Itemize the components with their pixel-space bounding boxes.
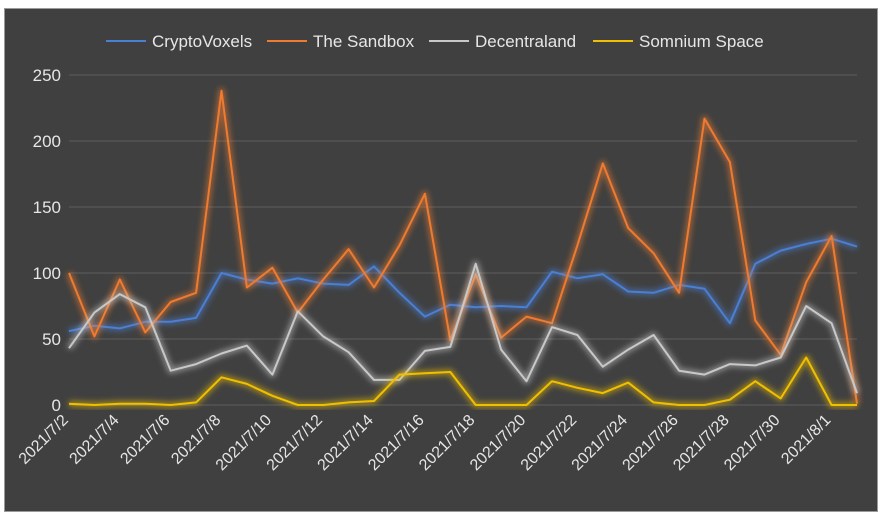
y-axis: 0 50 100 150 200 250 — [33, 66, 61, 415]
series-decentraland — [66, 260, 860, 395]
y-tick-label: 100 — [33, 264, 61, 283]
x-tick-label: 2021/7/2 — [16, 412, 72, 468]
legend: CryptoVoxels The Sandbox Decentraland Somni… — [106, 32, 764, 51]
series-cryptovoxels — [68, 235, 858, 335]
legend-label: CryptoVoxels — [152, 32, 252, 51]
y-tick-label: 200 — [33, 132, 61, 151]
x-tick-label: 2021/7/6 — [117, 412, 173, 468]
legend-label: Somnium Space — [639, 32, 764, 51]
x-axis: 2021/7/22021/7/42021/7/62021/7/82021/7/1… — [16, 412, 835, 474]
x-tick-label: 2021/7/30 — [721, 412, 783, 474]
series-line — [68, 262, 858, 394]
x-tick-label: 2021/8/1 — [778, 412, 834, 468]
chart-container: 0 50 100 150 200 250 2021/7/2 2021/7/4 2021/7/6… — [4, 8, 878, 512]
series-line — [68, 89, 858, 404]
legend-label: Decentraland — [475, 32, 576, 51]
series-the-sandbox — [66, 87, 860, 405]
line-chart: 0 50 100 150 200 250 2021/7/22021/7/42021/7/6… — [16, 32, 860, 474]
series-glow — [66, 260, 860, 395]
y-tick-label: 0 — [52, 396, 61, 415]
y-tick-label: 50 — [42, 330, 61, 349]
series-somnium-space — [68, 354, 858, 408]
x-tick-label: 2021/7/4 — [67, 412, 123, 468]
series-lines — [66, 87, 860, 408]
series-glow — [66, 87, 860, 405]
gridlines — [69, 74, 857, 406]
series-glow — [68, 235, 858, 335]
series-line — [68, 356, 857, 406]
y-tick-label: 150 — [33, 198, 61, 217]
legend-label: The Sandbox — [313, 32, 415, 51]
y-tick-label: 250 — [33, 66, 61, 85]
